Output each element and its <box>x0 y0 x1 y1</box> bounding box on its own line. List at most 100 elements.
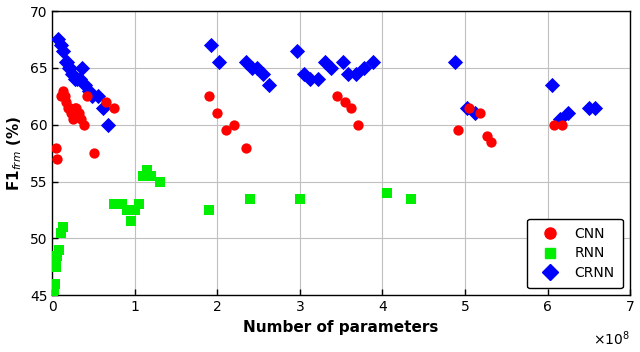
RNN <box>130 207 140 213</box>
CRNN <box>62 59 72 65</box>
CNN <box>82 94 92 99</box>
CRNN <box>58 48 68 54</box>
X-axis label: Number of parameters: Number of parameters <box>243 320 439 335</box>
CNN <box>486 139 497 145</box>
CNN <box>221 128 231 133</box>
RNN <box>134 202 144 207</box>
CNN <box>65 105 75 111</box>
CRNN <box>359 65 369 71</box>
CNN <box>453 128 463 133</box>
CRNN <box>342 71 353 76</box>
CNN <box>212 111 223 116</box>
RNN <box>52 253 62 258</box>
CNN <box>56 94 66 99</box>
Y-axis label: F1$_{frm}$ (%): F1$_{frm}$ (%) <box>6 115 24 191</box>
CRNN <box>205 42 216 48</box>
CNN <box>464 105 474 111</box>
CNN <box>63 105 73 111</box>
CRNN <box>93 94 103 99</box>
CNN <box>58 88 68 94</box>
CRNN <box>53 37 63 42</box>
RNN <box>125 219 136 224</box>
RNN <box>117 202 127 207</box>
CRNN <box>450 59 460 65</box>
CRNN <box>461 105 472 111</box>
CRNN <box>351 71 361 76</box>
CRNN <box>292 48 303 54</box>
CRNN <box>470 111 480 116</box>
CRNN <box>555 116 565 122</box>
CNN <box>101 99 111 105</box>
CRNN <box>74 76 84 82</box>
CNN <box>228 122 239 127</box>
CRNN <box>70 76 80 82</box>
RNN <box>122 207 132 213</box>
CRNN <box>87 94 97 99</box>
RNN <box>295 196 305 201</box>
CRNN <box>72 76 82 82</box>
CRNN <box>80 82 90 88</box>
CRNN <box>56 42 66 48</box>
CNN <box>88 150 99 156</box>
CNN <box>346 105 356 111</box>
CRNN <box>103 122 113 127</box>
RNN <box>58 224 68 230</box>
CRNN <box>319 59 330 65</box>
CNN <box>71 105 81 111</box>
CRNN <box>214 59 224 65</box>
CRNN <box>547 82 557 88</box>
RNN <box>48 289 58 295</box>
CRNN <box>247 65 257 71</box>
CRNN <box>264 82 274 88</box>
CNN <box>482 133 492 139</box>
CNN <box>68 116 78 122</box>
RNN <box>245 196 255 201</box>
RNN <box>146 173 156 179</box>
CNN <box>76 116 86 122</box>
CRNN <box>258 71 268 76</box>
RNN <box>142 168 152 173</box>
CRNN <box>64 65 74 71</box>
CNN <box>74 111 84 116</box>
CRNN <box>305 76 315 82</box>
CNN <box>241 145 252 150</box>
RNN <box>51 258 61 264</box>
CRNN <box>241 59 252 65</box>
CNN <box>557 122 568 127</box>
RNN <box>154 179 164 184</box>
CNN <box>549 122 559 127</box>
RNN <box>54 247 64 253</box>
CRNN <box>313 76 323 82</box>
RNN <box>50 281 60 287</box>
CNN <box>204 94 214 99</box>
CRNN <box>99 105 109 111</box>
RNN <box>406 196 417 201</box>
CNN <box>52 156 62 162</box>
CRNN <box>60 59 70 65</box>
RNN <box>381 190 392 196</box>
CRNN <box>299 71 309 76</box>
CNN <box>66 111 76 116</box>
CNN <box>70 105 80 111</box>
CRNN <box>67 71 77 76</box>
RNN <box>51 264 61 270</box>
CRNN <box>326 65 337 71</box>
CNN <box>353 122 363 127</box>
CRNN <box>367 59 378 65</box>
CRNN <box>590 105 600 111</box>
CRNN <box>65 65 76 71</box>
RNN <box>109 202 119 207</box>
CNN <box>61 99 72 105</box>
CRNN <box>252 65 262 71</box>
RNN <box>49 287 59 293</box>
CNN <box>340 99 351 105</box>
RNN <box>138 173 148 179</box>
CRNN <box>77 65 87 71</box>
RNN <box>56 230 66 235</box>
CNN <box>60 94 70 99</box>
RNN <box>204 207 214 213</box>
CNN <box>51 145 61 150</box>
Legend: CNN, RNN, CRNN: CNN, RNN, CRNN <box>527 219 623 288</box>
CRNN <box>338 59 348 65</box>
CNN <box>79 122 89 127</box>
